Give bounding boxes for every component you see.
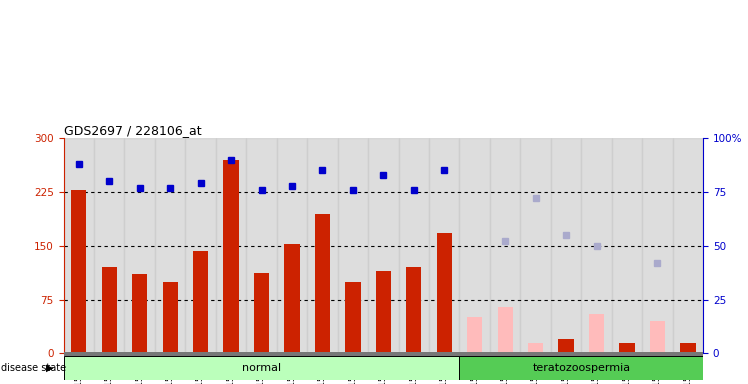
Bar [551,138,581,353]
Bar [124,138,155,353]
Bar [612,138,643,353]
Bar [490,138,521,353]
Bar [521,138,551,353]
Bar [528,343,543,353]
Text: normal: normal [242,363,281,373]
Bar [186,138,216,353]
Bar [337,138,368,353]
Text: ▶: ▶ [46,363,54,373]
Bar [307,138,337,353]
Bar [64,138,94,353]
Bar [64,356,459,380]
Bar [672,138,703,353]
Text: teratozoospermia: teratozoospermia [533,363,631,373]
Bar [680,343,696,353]
Bar [437,233,452,353]
Bar [467,318,482,353]
Text: GDS2697 / 228106_at: GDS2697 / 228106_at [64,124,201,137]
Bar [94,138,124,353]
Bar [643,138,672,353]
Bar [497,307,513,353]
Bar [559,339,574,353]
Bar [132,275,147,353]
Bar [368,138,399,353]
Bar [102,267,117,353]
Bar [406,267,421,353]
Text: disease state: disease state [1,363,66,373]
Bar [459,356,703,380]
Bar [459,138,490,353]
Bar [650,321,665,353]
Bar [155,138,186,353]
Bar [162,281,178,353]
Bar [216,138,246,353]
Bar [589,314,604,353]
Bar [315,214,330,353]
Bar [619,343,634,353]
Bar [375,271,391,353]
Bar [246,138,277,353]
Bar [224,160,239,353]
Bar [71,190,87,353]
Bar [346,281,361,353]
Bar [193,251,208,353]
Bar [284,243,300,353]
Bar [254,273,269,353]
Bar [581,138,612,353]
Bar [277,138,307,353]
Bar [429,138,459,353]
Bar [399,138,429,353]
